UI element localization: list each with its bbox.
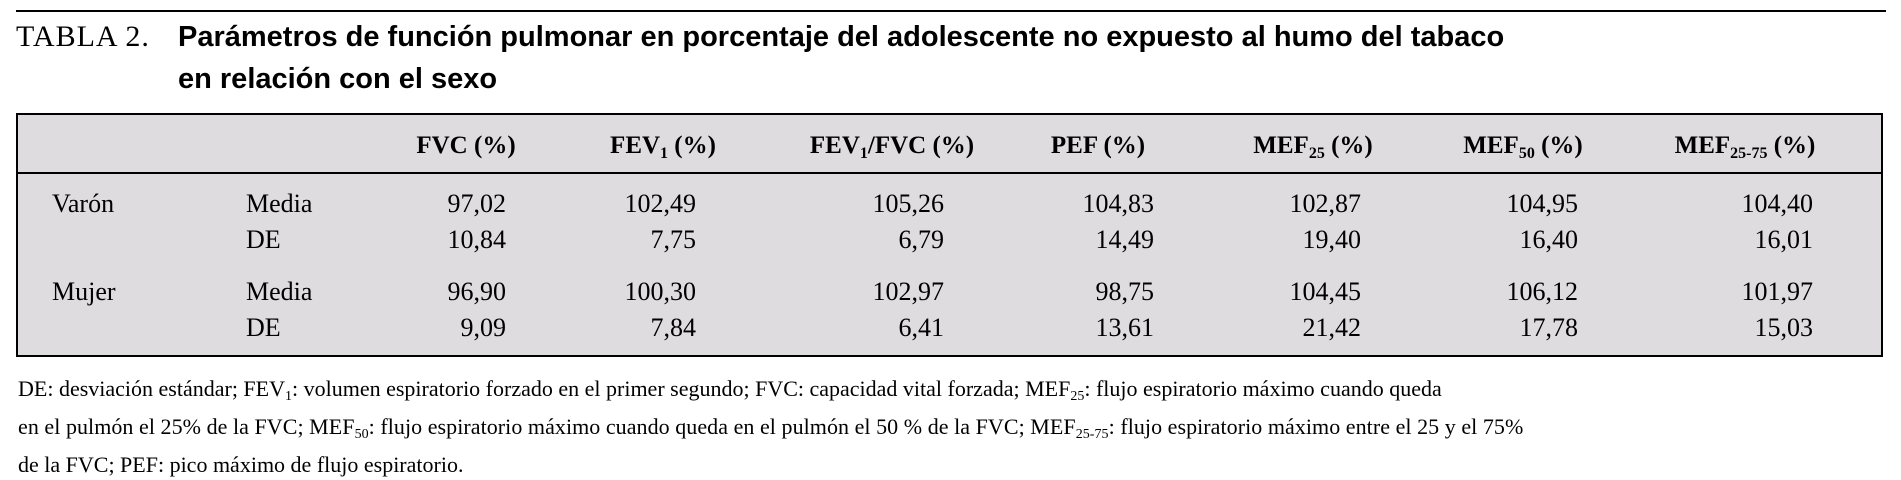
column-header: FEV1 (%): [610, 132, 716, 162]
column-header: FVC (%): [416, 132, 516, 159]
footnote-text: DE: desviación estándar; FEV: [18, 376, 285, 401]
table-cell: 7,84: [650, 313, 697, 342]
title-line-1: Parámetros de función pulmonar en porcen…: [178, 21, 1505, 53]
table-footnote: DE: desviación estándar; FEV1: volumen e…: [18, 374, 1888, 480]
footnote-subscript: 50: [354, 427, 369, 442]
table-cell: 16,40: [1519, 225, 1579, 254]
footnote-line-2: en el pulmón el 25% de la FVC; MEF50: fl…: [18, 412, 1888, 450]
table-title: Parámetros de función pulmonar en porcen…: [178, 16, 1708, 100]
row-stat-label: DE: [246, 225, 281, 254]
column-header: PEF (%): [1050, 132, 1146, 159]
table-cell: 19,40: [1302, 225, 1362, 254]
footnote-subscript: 1: [285, 389, 292, 404]
row-group-label: Varón: [52, 189, 115, 218]
table-cell: 100,30: [624, 277, 697, 306]
table-cell: 104,95: [1506, 189, 1579, 218]
footnote-text: : flujo espiratorio máximo cuando queda: [1084, 376, 1442, 401]
row-stat-label: Media: [246, 189, 313, 218]
footnote-line-1: DE: desviación estándar; FEV1: volumen e…: [18, 374, 1888, 412]
table-cell: 106,12: [1506, 277, 1579, 306]
table-cell: 104,40: [1741, 189, 1814, 218]
footnote-text: : flujo espiratorio máximo entre el 25 y…: [1108, 414, 1524, 439]
table-cell: 96,90: [447, 277, 507, 306]
row-group-label: Mujer: [52, 277, 116, 306]
table-cell: 16,01: [1754, 225, 1814, 254]
footnote-subscript: 25: [1070, 389, 1085, 404]
table-cell: 14,49: [1095, 225, 1155, 254]
table-cell: 105,26: [872, 189, 945, 218]
data-table: FVC (%) FEV1 (%) FEV1/FVC (%) PEF (%) MEF25 …: [16, 113, 1883, 357]
column-header: MEF25-75 (%): [1674, 132, 1816, 162]
footnote-subscript: 25-75: [1075, 427, 1109, 442]
table-cell: 101,97: [1741, 277, 1814, 306]
column-header: MEF50 (%): [1463, 132, 1583, 162]
column-header: MEF25 (%): [1253, 132, 1373, 162]
table-cell: 6,41: [898, 313, 945, 342]
table-cell: 13,61: [1095, 313, 1155, 342]
row-stat-label: DE: [246, 313, 281, 342]
table-cell: 104,83: [1082, 189, 1155, 218]
table-cell: 102,97: [872, 277, 945, 306]
table-cell: 97,02: [447, 189, 507, 218]
row-stat-label: Media: [246, 277, 313, 306]
table-cell: 98,75: [1095, 277, 1155, 306]
table-cell: 102,87: [1289, 189, 1362, 218]
header-rule: [18, 172, 1881, 174]
table-caption: TABLA 2.: [16, 20, 150, 53]
table-cell: 102,49: [624, 189, 697, 218]
table-cell: 7,75: [650, 225, 697, 254]
table-cell: 9,09: [460, 313, 507, 342]
table-cell: 17,78: [1519, 313, 1579, 342]
top-rule: [16, 10, 1886, 12]
table-cell: 104,45: [1289, 277, 1362, 306]
footnote-text: en el pulmón el 25% de la FVC; MEF: [18, 414, 355, 439]
title-line-2: en relación con el sexo: [178, 63, 498, 95]
table-cell: 21,42: [1302, 313, 1362, 342]
table-cell: 15,03: [1754, 313, 1814, 342]
table-cell: 10,84: [447, 225, 507, 254]
footnote-text: : volumen espiratorio forzado en el prim…: [292, 376, 1071, 401]
table-cell: 6,79: [898, 225, 945, 254]
column-header: FEV1/FVC (%): [809, 132, 975, 162]
footnote-line-3: de la FVC; PEF: pico máximo de flujo esp…: [18, 452, 464, 477]
footnote-text: : flujo espiratorio máximo cuando queda …: [368, 414, 1076, 439]
